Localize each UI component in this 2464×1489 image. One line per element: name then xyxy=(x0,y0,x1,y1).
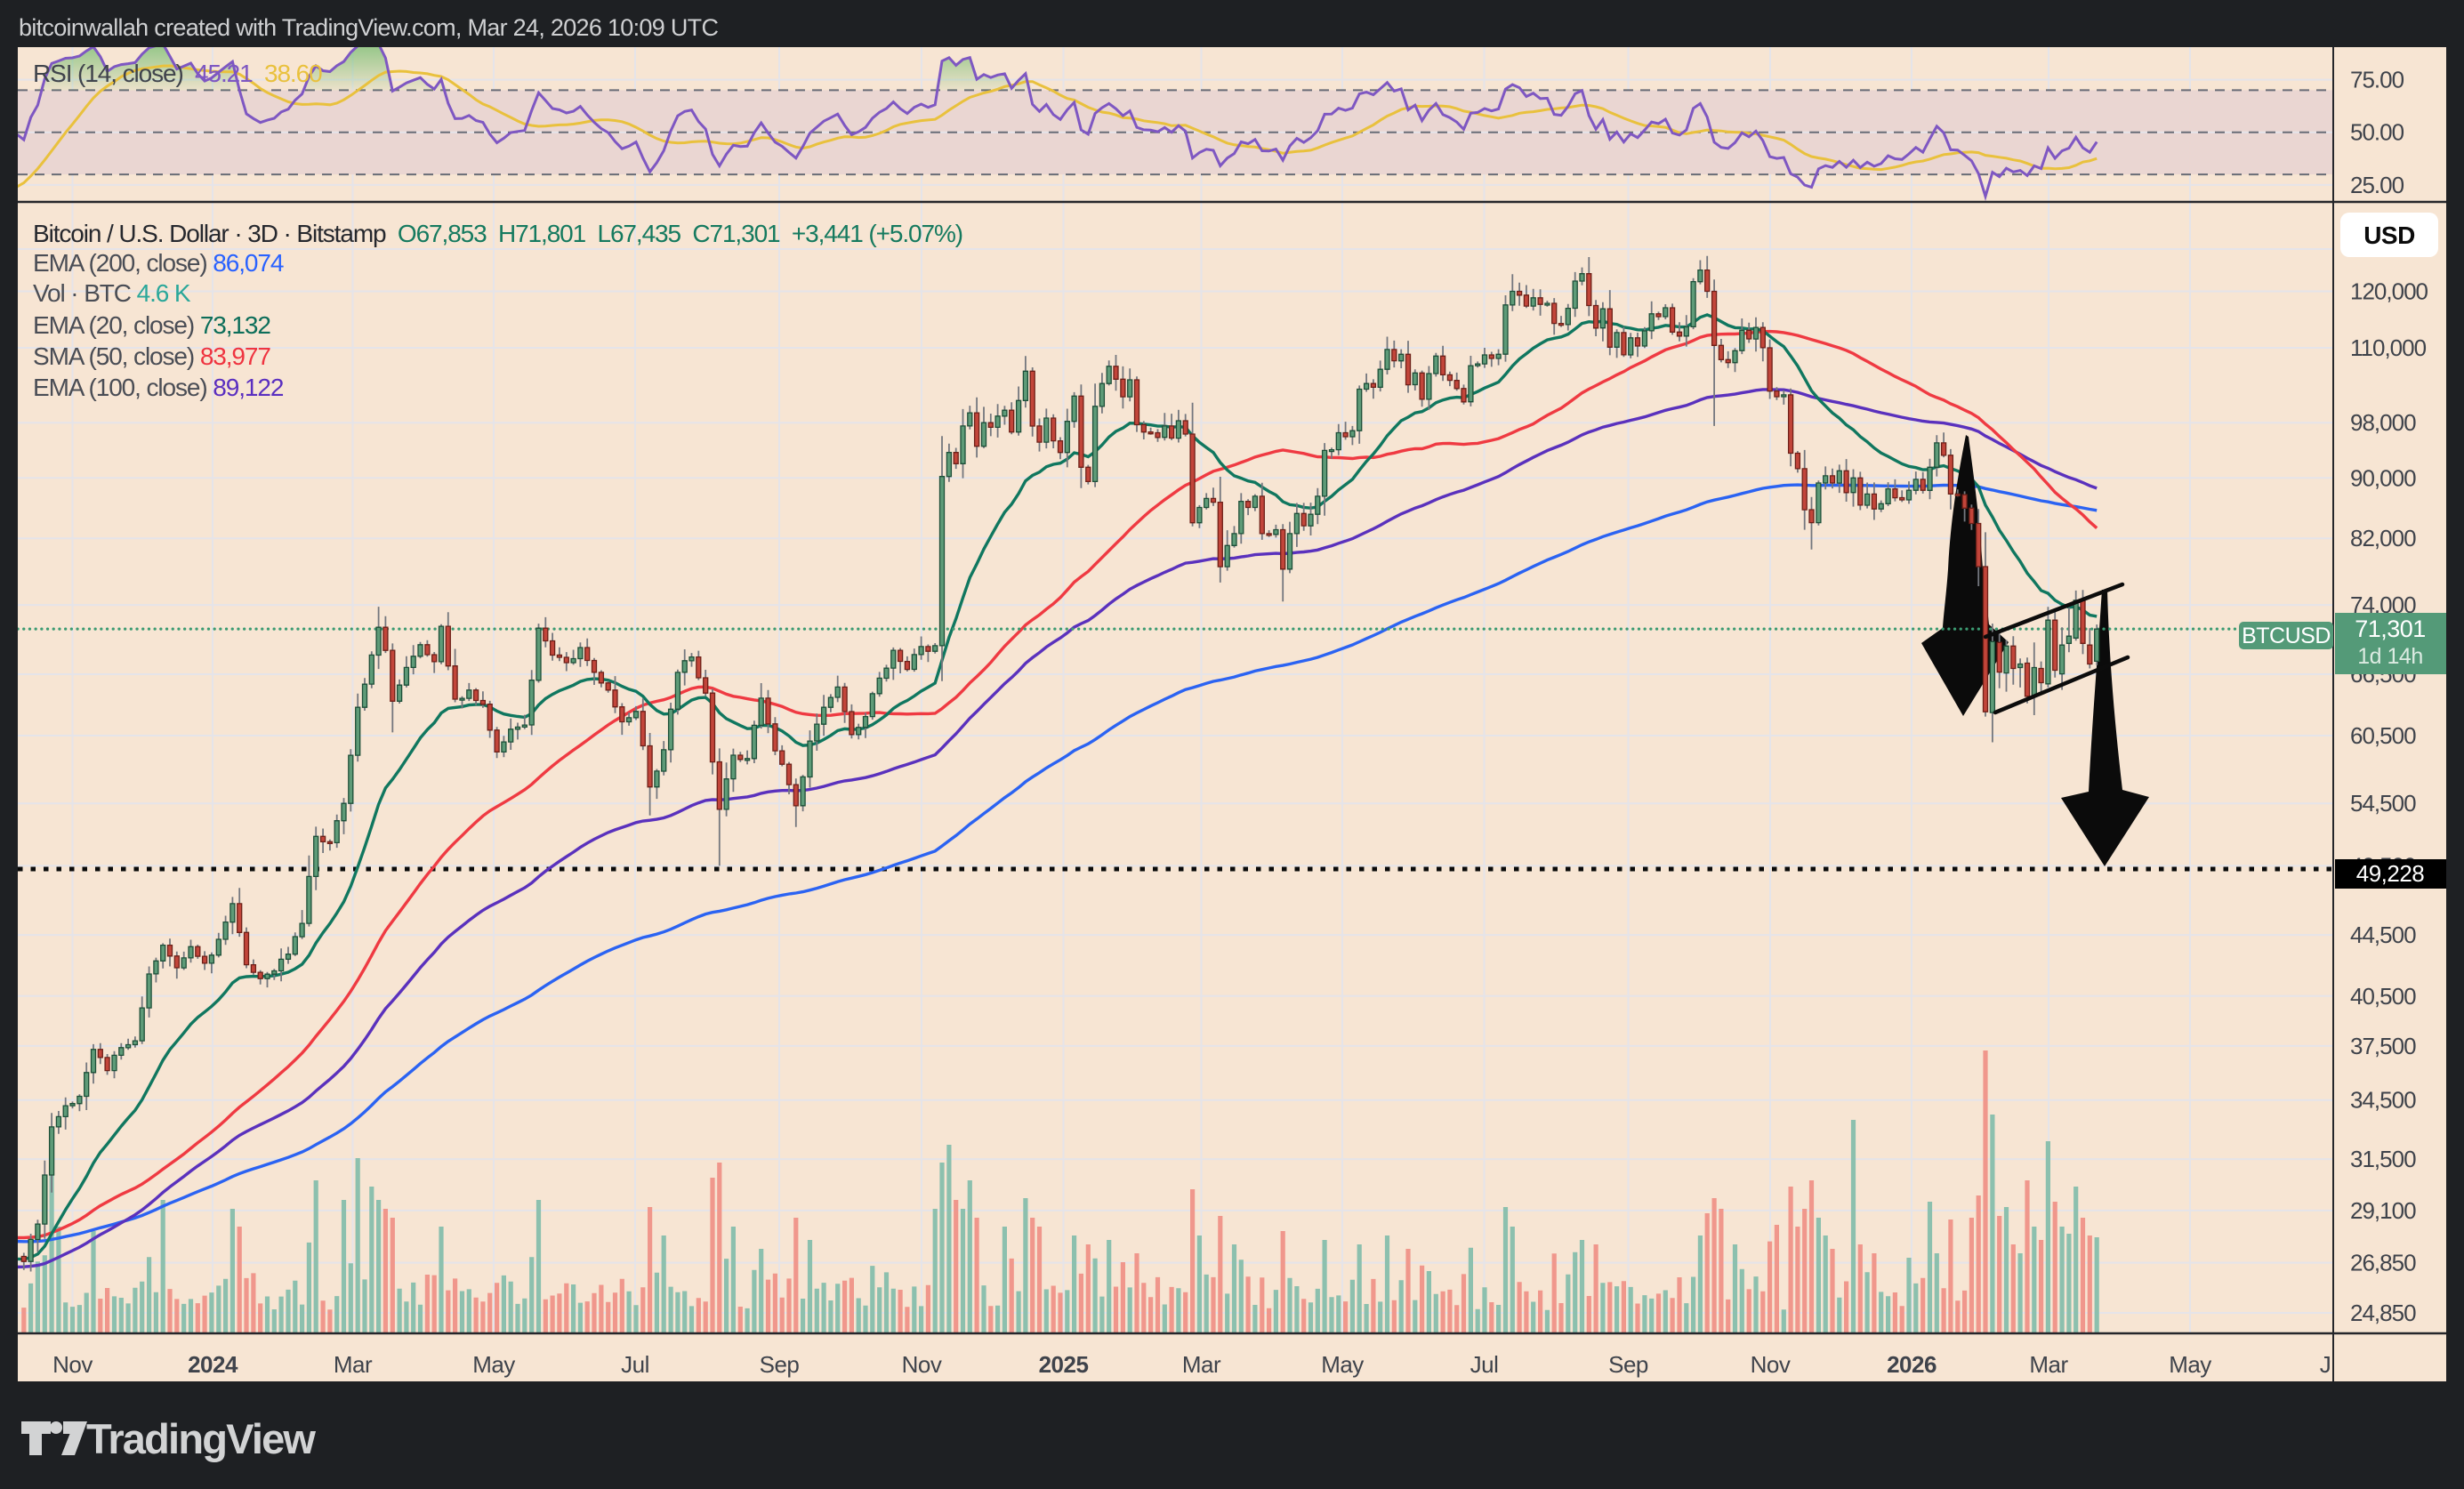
svg-text:71,301: 71,301 xyxy=(2355,616,2426,642)
svg-text:Mar: Mar xyxy=(2029,1351,2068,1378)
svg-text:EMA (20, close) 73,132: EMA (20, close) 73,132 xyxy=(33,311,270,339)
svg-text:90,000: 90,000 xyxy=(2350,464,2416,491)
svg-text:29,100: 29,100 xyxy=(2350,1197,2416,1224)
svg-text:EMA (100, close) 89,122: EMA (100, close) 89,122 xyxy=(33,374,284,401)
svg-text:Vol · BTC 4.6 K: Vol · BTC 4.6 K xyxy=(33,279,191,307)
svg-text:TradingView: TradingView xyxy=(86,1415,316,1462)
svg-text:USD: USD xyxy=(2363,221,2415,249)
svg-text:98,000: 98,000 xyxy=(2350,409,2416,436)
svg-text:Mar: Mar xyxy=(334,1351,373,1378)
svg-text:82,000: 82,000 xyxy=(2350,525,2416,551)
svg-text:EMA (200, close) 86,074: EMA (200, close) 86,074 xyxy=(33,249,284,277)
svg-text:May: May xyxy=(2169,1351,2211,1378)
svg-text:Bitcoin / U.S. Dollar · 3D · B: Bitcoin / U.S. Dollar · 3D · Bitstamp O6… xyxy=(33,220,962,247)
svg-text:110,000: 110,000 xyxy=(2350,334,2427,361)
svg-text:1d 14h: 1d 14h xyxy=(2357,644,2422,669)
svg-text:May: May xyxy=(1321,1351,1364,1378)
svg-text:50.00: 50.00 xyxy=(2350,119,2404,146)
svg-text:BTCUSD: BTCUSD xyxy=(2242,624,2331,648)
svg-text:Jul: Jul xyxy=(1470,1351,1499,1378)
svg-text:bitcoinwallah created with Tra: bitcoinwallah created with TradingView.c… xyxy=(19,14,718,41)
svg-text:44,500: 44,500 xyxy=(2350,922,2416,948)
svg-text:37,500: 37,500 xyxy=(2350,1033,2416,1059)
svg-text:40,500: 40,500 xyxy=(2350,983,2416,1010)
svg-text:Nov: Nov xyxy=(1751,1351,1791,1378)
svg-text:Jul: Jul xyxy=(621,1351,649,1378)
svg-text:24,850: 24,850 xyxy=(2350,1300,2416,1326)
svg-text:75.00: 75.00 xyxy=(2350,67,2404,93)
svg-text:2026: 2026 xyxy=(1887,1351,1937,1378)
svg-text:J: J xyxy=(2320,1351,2331,1378)
svg-text:2025: 2025 xyxy=(1039,1351,1089,1378)
svg-text:26,850: 26,850 xyxy=(2350,1250,2416,1276)
svg-text:25.00: 25.00 xyxy=(2350,172,2404,198)
svg-text:SMA (50, close) 83,977: SMA (50, close) 83,977 xyxy=(33,342,270,370)
svg-text:Sep: Sep xyxy=(760,1351,800,1378)
svg-text:Sep: Sep xyxy=(1608,1351,1648,1378)
svg-text:60,500: 60,500 xyxy=(2350,722,2416,749)
svg-text:49,228: 49,228 xyxy=(2356,860,2425,887)
svg-text:120,000: 120,000 xyxy=(2350,278,2428,305)
svg-text:Mar: Mar xyxy=(1182,1351,1221,1378)
svg-text:RSI (14, close) 45.21 38.60: RSI (14, close) 45.21 38.60 xyxy=(33,60,322,87)
svg-text:May: May xyxy=(472,1351,515,1378)
svg-text:54,500: 54,500 xyxy=(2350,790,2416,817)
svg-text:2024: 2024 xyxy=(188,1351,238,1378)
svg-text:31,500: 31,500 xyxy=(2350,1146,2416,1172)
svg-text:Nov: Nov xyxy=(902,1351,942,1378)
svg-text:Nov: Nov xyxy=(52,1351,93,1378)
svg-text:34,500: 34,500 xyxy=(2350,1087,2416,1114)
